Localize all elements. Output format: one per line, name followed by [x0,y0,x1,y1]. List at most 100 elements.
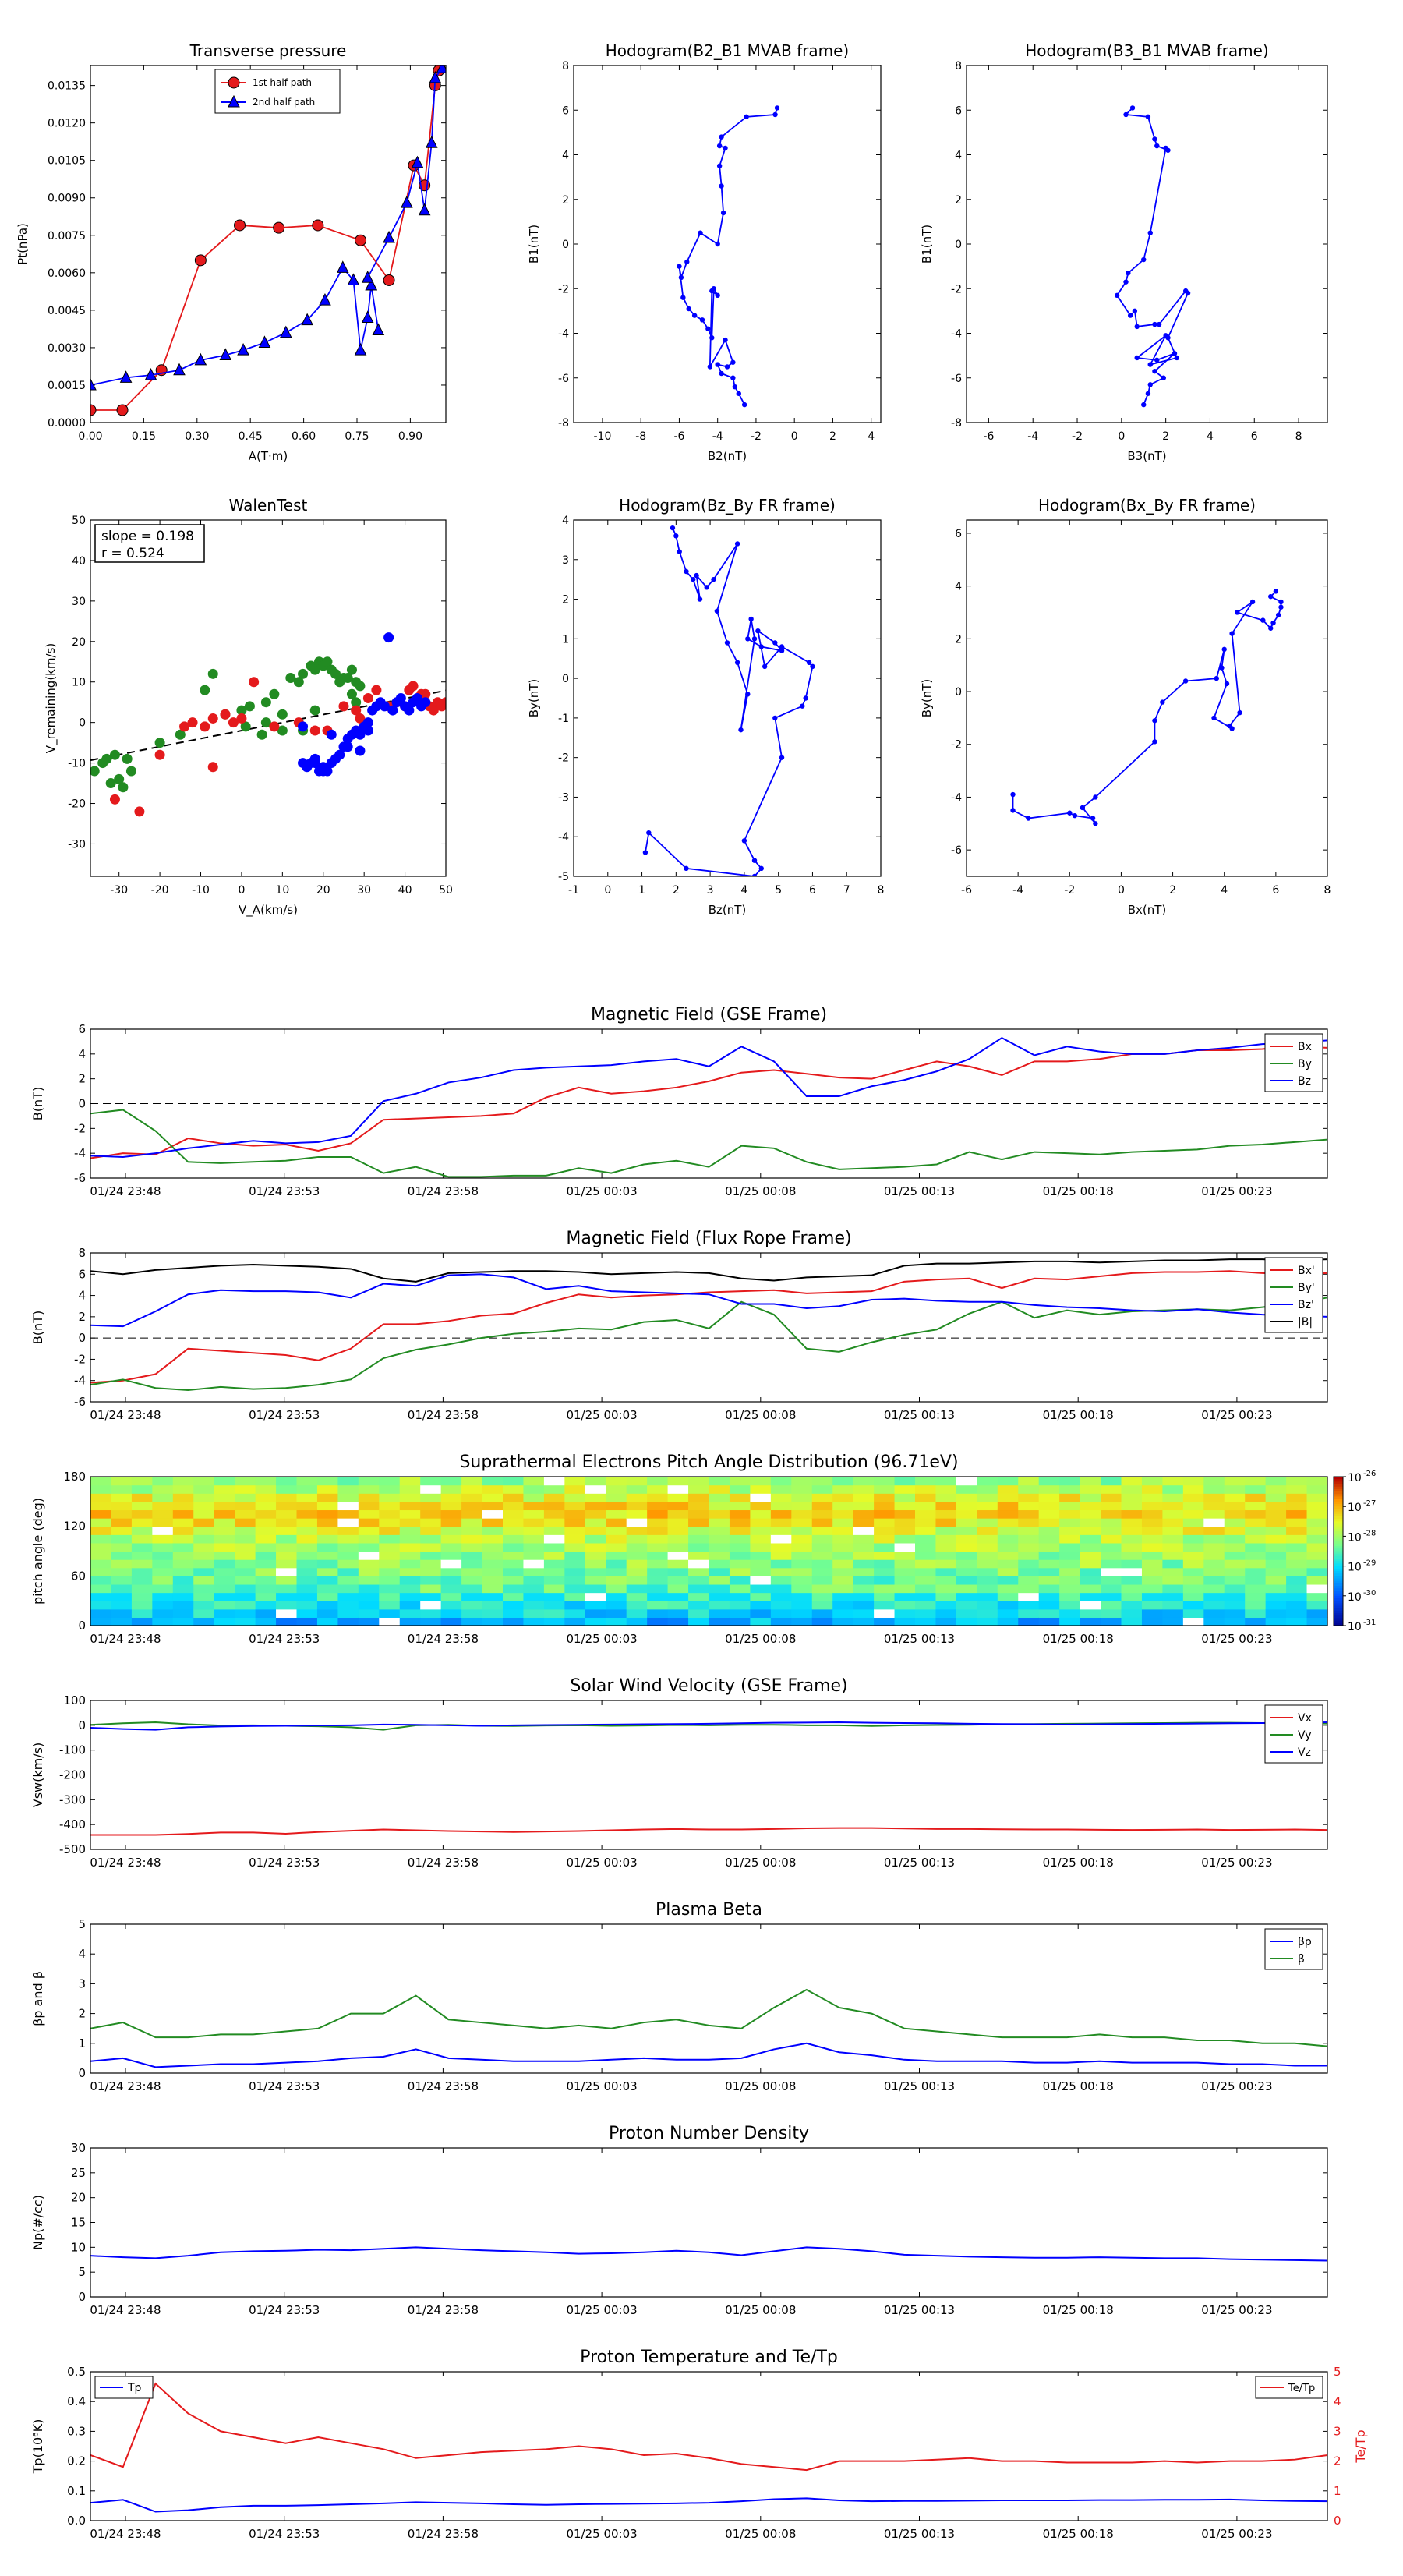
heatmap-cell [956,1501,977,1511]
heatmap-cell [1203,1567,1225,1576]
colorbar-cell [1334,1586,1343,1589]
heatmap-cell [667,1559,689,1569]
heatmap-cell [874,1534,896,1544]
data-point [346,688,357,699]
heatmap-cell [172,1509,194,1519]
heatmap-cell [358,1576,380,1585]
heatmap-cell [296,1477,318,1486]
heatmap-cell [1224,1576,1246,1585]
heatmap-cell [172,1477,194,1486]
heatmap-cell [770,1477,792,1486]
heatmap-cell [1306,1576,1328,1585]
heatmap-cell [626,1518,648,1527]
plot-frame [966,519,1328,877]
x-tick-label: 01/25 00:23 [1201,1856,1272,1870]
y-tick-label: -2 [74,1352,86,1366]
y-tick-label: 0.0015 [48,380,86,392]
heatmap-cell [461,1534,483,1544]
heatmap-cell [90,1567,112,1576]
heatmap-cell [1080,1608,1101,1618]
data-point [408,681,419,692]
heatmap-cell [935,1608,957,1618]
heatmap-cell [276,1601,298,1610]
heatmap-cell [1265,1583,1287,1594]
heatmap-cell [1121,1501,1143,1511]
heatmap-cell [997,1576,1019,1585]
heatmap-cell [461,1509,483,1519]
heatmap-cell [482,1509,504,1519]
heatmap-cell [647,1542,669,1552]
heatmap-cell [977,1509,998,1519]
x-tick-label: 01/24 23:48 [90,2079,161,2093]
heatmap-cell [461,1493,483,1502]
data-point [772,715,778,721]
heatmap-cell [358,1477,380,1486]
heatmap-cell [709,1592,730,1601]
heatmap-cell [1101,1501,1122,1511]
heatmap-cell [543,1576,565,1585]
data-point [309,725,320,736]
heatmap-cell [564,1509,586,1519]
heatmap-cell [585,1518,606,1527]
heatmap-cell [791,1484,813,1494]
heatmap-cell [564,1484,586,1494]
heatmap-cell [379,1534,401,1544]
heatmap-cell [399,1559,421,1569]
data-point [779,644,785,649]
x-axis-label: B2(nT) [708,449,747,463]
heatmap-cell [172,1542,194,1552]
heatmap-cell [977,1477,998,1486]
heatmap-cell [1018,1477,1040,1486]
heatmap-cell [626,1526,648,1535]
y-axis-label: B1(nT) [527,225,541,264]
heatmap-cell [1203,1542,1225,1552]
data-point [1145,391,1151,396]
heatmap-cell [1059,1477,1081,1486]
y-tick-label: 25 [71,2166,86,2180]
heatmap-cell [1265,1493,1287,1502]
data-point [1163,145,1168,151]
heatmap-cell [791,1617,813,1626]
heatmap-cell [729,1617,751,1626]
data-point [90,766,100,777]
x-tick-label: 01/24 23:48 [90,1856,161,1870]
heatmap-cell [1224,1608,1246,1618]
heatmap-cell [358,1534,380,1544]
heatmap-cell [193,1583,215,1594]
colorbar-frame [1333,1476,1344,1626]
heatmap-cell [1141,1592,1163,1601]
x-tick-label: 01/25 00:03 [566,2303,637,2317]
data-point [745,692,751,697]
data-point [309,758,320,769]
y-axis-label: βp and β [30,1971,45,2026]
x-tick-label: 01/25 00:08 [725,2079,796,2093]
heatmap-cell [337,1617,359,1626]
data-point [334,749,345,760]
data-point [1219,665,1225,671]
heatmap-cell [956,1484,977,1494]
heatmap-cell [1182,1617,1204,1626]
heatmap-cell [915,1509,937,1519]
colorbar-tick-exponent: -27 [1363,1499,1376,1508]
heatmap-cell [316,1617,338,1626]
heatmap-cell [564,1477,586,1486]
heatmap-cell [894,1477,916,1486]
heatmap-cell [337,1608,359,1618]
data-point [1147,362,1153,367]
heatmap-cell [399,1542,421,1552]
heatmap-cell [1245,1583,1267,1594]
x-tick-label: -30 [110,884,128,897]
colorbar-cell [1334,1622,1343,1626]
heatmap-cell [461,1617,483,1626]
heatmap-cell [152,1608,174,1618]
heatmap-cell [688,1583,710,1594]
heatmap-cell [688,1592,710,1601]
heatmap-cell [276,1501,298,1511]
heatmap-cell [1038,1542,1060,1552]
data-point [154,738,165,748]
heatmap-cell [461,1477,483,1486]
heatmap-cell [131,1551,153,1560]
heatmap-cell [503,1484,525,1494]
heatmap-cell [1059,1583,1081,1594]
